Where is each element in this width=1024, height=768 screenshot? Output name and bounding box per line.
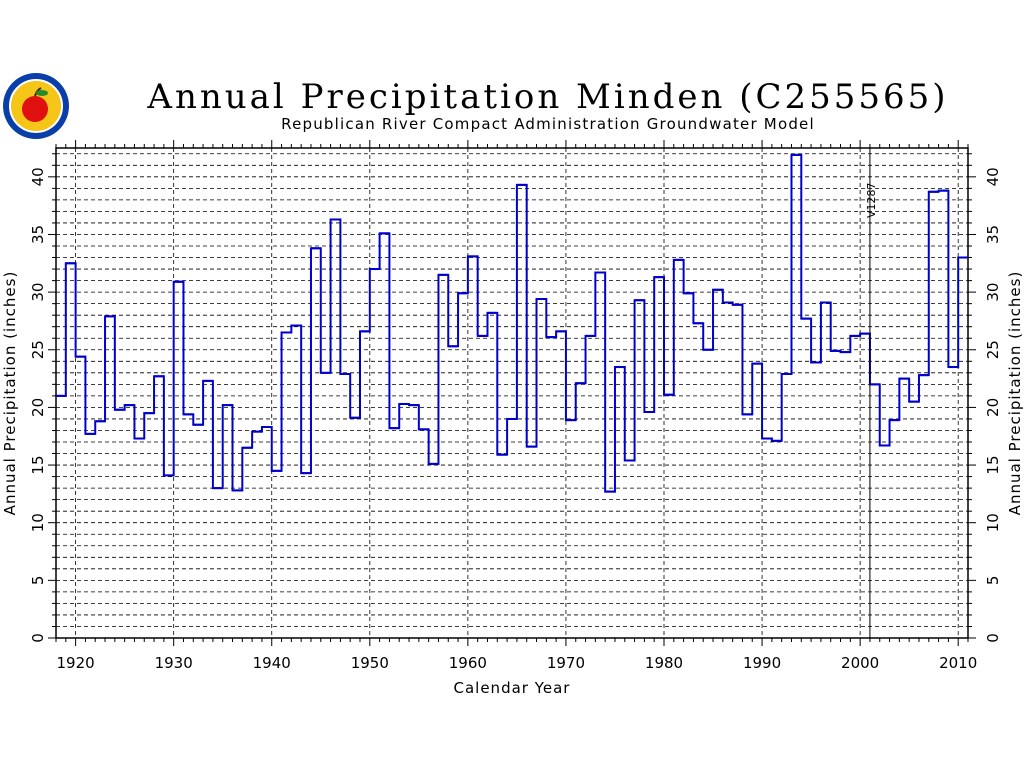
y-tick-label-right: 30 xyxy=(984,283,1002,302)
chart-subtitle: Republican River Compact Administration … xyxy=(281,115,815,133)
x-tick-label: 1920 xyxy=(57,654,95,672)
y-tick-label-left: 10 xyxy=(29,513,47,532)
y-tick-label-right: 0 xyxy=(984,633,1002,643)
y-tick-label-left: 15 xyxy=(29,456,47,475)
x-tick-label: 1990 xyxy=(743,654,781,672)
y-tick-label-right: 40 xyxy=(984,167,1002,186)
axis-ticks xyxy=(48,140,976,646)
y-tick-label-right: 20 xyxy=(984,398,1002,417)
x-tick-label: 1960 xyxy=(449,654,487,672)
y-tick-label-left: 30 xyxy=(29,283,47,302)
y-tick-label-left: 5 xyxy=(29,576,47,586)
x-tick-labels: 1920 1930 1940 1950 1960 1970 1980 1990 2000 2010 xyxy=(57,654,978,672)
y-tick-label-right: 10 xyxy=(984,513,1002,532)
y-tick-label-right: 15 xyxy=(984,456,1002,475)
y-tick-label-left: 35 xyxy=(29,225,47,244)
series-line xyxy=(56,153,968,493)
y-tick-label-left: 25 xyxy=(29,340,47,359)
y-tick-labels-right: 0 5 10 15 20 25 30 35 40 xyxy=(984,167,1002,642)
x-tick-label: 2000 xyxy=(841,654,879,672)
y-tick-label-left: 20 xyxy=(29,398,47,417)
x-tick-label: 1930 xyxy=(155,654,193,672)
chart-title: Annual Precipitation Minden (C255565) xyxy=(146,77,948,117)
x-tick-label: 1950 xyxy=(351,654,389,672)
x-axis-label: Calendar Year xyxy=(454,679,571,697)
x-tick-label: 1970 xyxy=(547,654,585,672)
annotation-label: V1287 xyxy=(865,182,878,218)
plot-frame xyxy=(55,147,969,639)
x-tick-label: 1940 xyxy=(253,654,291,672)
series-steps xyxy=(56,153,968,493)
y-tick-label-right: 25 xyxy=(984,340,1002,359)
y-tick-label-left: 0 xyxy=(29,633,47,643)
y-tick-label-right: 5 xyxy=(984,576,1002,586)
annotation: V1287 xyxy=(865,148,878,638)
x-tick-label: 1980 xyxy=(645,654,683,672)
logo-apple xyxy=(22,96,48,122)
y-tick-labels-left: 0 5 10 15 20 25 30 35 40 xyxy=(29,167,47,642)
y-axis-label-right: Annual Precipitation (inches) xyxy=(1006,271,1024,516)
y-tick-label-left: 40 xyxy=(29,167,47,186)
apple-seal-icon xyxy=(3,73,69,139)
y-tick-label-right: 35 xyxy=(984,225,1002,244)
logo-apple-leaf xyxy=(36,90,48,96)
horizontal-grid xyxy=(56,153,968,627)
y-axis-label-left: Annual Precipitation (inches) xyxy=(1,271,19,516)
logo-apple-stem xyxy=(34,87,42,97)
x-tick-label: 2010 xyxy=(939,654,977,672)
